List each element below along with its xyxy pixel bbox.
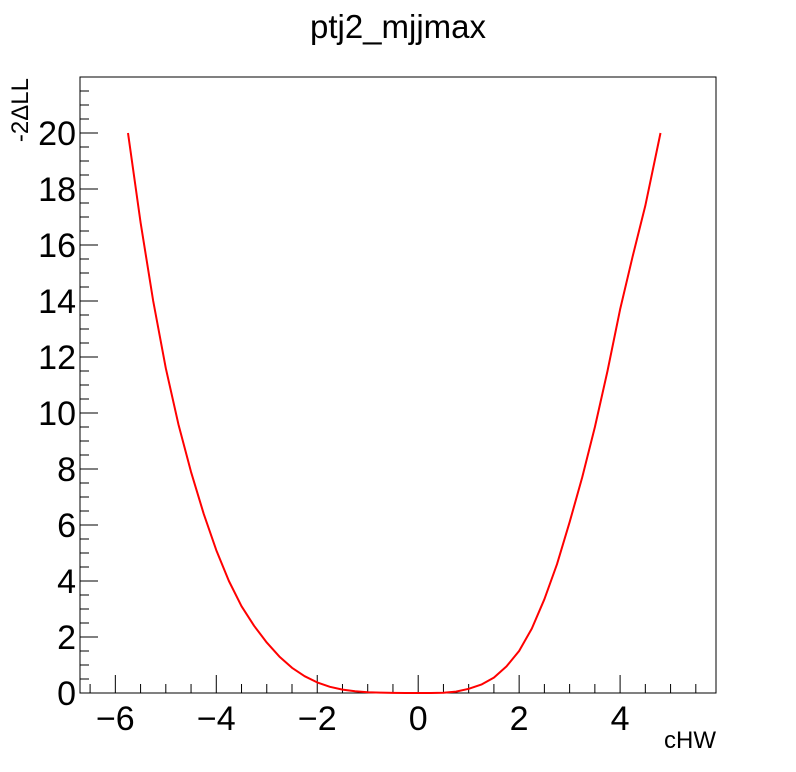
x-tick-label: −6 xyxy=(96,700,135,738)
x-tick-label: −2 xyxy=(298,700,337,738)
y-tick-label: 12 xyxy=(38,339,76,377)
chart-title: ptj2_mjjmax xyxy=(310,8,487,45)
y-tick-label: 10 xyxy=(38,395,76,433)
y-tick-label: 6 xyxy=(57,507,76,545)
x-tick-label: −4 xyxy=(197,700,236,738)
series-layer xyxy=(127,132,662,694)
y-tick-label: 16 xyxy=(38,227,76,265)
plot-frame xyxy=(79,76,717,694)
x-tick-label: 2 xyxy=(510,700,529,738)
y-tick-label: 18 xyxy=(38,171,76,209)
y-tick-label: 14 xyxy=(38,283,76,321)
series-line xyxy=(127,132,662,694)
y-tick-label: 8 xyxy=(57,451,76,489)
x-axis-label: cHW xyxy=(664,727,716,754)
x-axis: −6 −4 −2 0 2 4 xyxy=(89,675,697,738)
x-tick-label: 0 xyxy=(409,700,428,738)
y-axis: 0 2 4 6 8 10 12 14 16 18 20 xyxy=(38,90,98,713)
y-tick-label: 2 xyxy=(57,619,76,657)
y-axis-label: -2ΔLL xyxy=(7,78,34,142)
x-tick-label: 4 xyxy=(611,700,630,738)
y-tick-label: 4 xyxy=(57,563,76,601)
y-tick-label: 0 xyxy=(57,675,76,713)
y-tick-label: 20 xyxy=(38,115,76,153)
